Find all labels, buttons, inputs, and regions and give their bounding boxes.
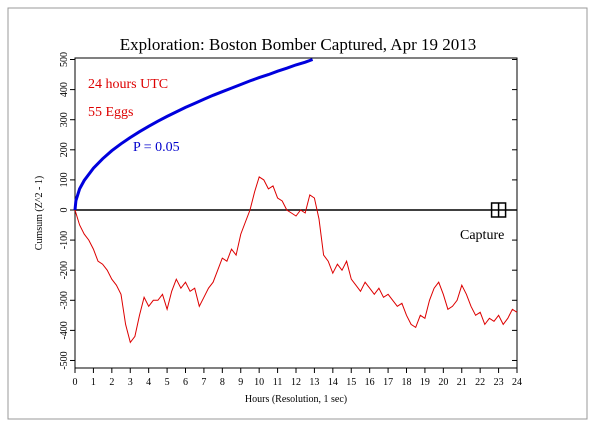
x-tick-label: 7 — [201, 377, 206, 388]
y-tick-label: -300 — [59, 291, 70, 309]
x-tick-label: 3 — [128, 377, 133, 388]
y-axis-label: Cumsum (Z^2 - 1) — [34, 176, 45, 250]
y-tick-label: 0 — [59, 207, 70, 212]
x-tick-label: 19 — [420, 377, 430, 388]
x-tick-label: 20 — [438, 377, 448, 388]
plot-area — [74, 57, 518, 369]
x-tick-label: 9 — [238, 377, 243, 388]
series-line — [74, 176, 518, 344]
y-tick-label: -400 — [59, 321, 70, 339]
x-tick-label: 14 — [328, 377, 338, 388]
y-tick-label: -100 — [59, 231, 70, 249]
y-tick-label: -200 — [59, 261, 70, 279]
x-tick-label: 10 — [254, 377, 264, 388]
series-line — [73, 58, 314, 211]
y-tick-label: 200 — [59, 142, 70, 157]
x-tick-label: 23 — [494, 377, 504, 388]
annotation: 55 Eggs — [88, 105, 134, 120]
x-tick-label: 1 — [91, 377, 96, 388]
y-tick-label: 300 — [59, 112, 70, 127]
x-tick-label: 16 — [365, 377, 375, 388]
y-tick-label: 100 — [59, 172, 70, 187]
x-tick-label: 12 — [291, 377, 301, 388]
chart-title: Exploration: Boston Bomber Captured, Apr… — [120, 35, 477, 54]
x-tick-label: 22 — [475, 377, 485, 388]
x-tick-label: 5 — [165, 377, 170, 388]
x-tick-label: 6 — [183, 377, 188, 388]
y-tick-label: 400 — [59, 82, 70, 97]
annotation: P = 0.05 — [133, 140, 180, 155]
x-tick-label: 11 — [273, 377, 283, 388]
x-tick-label: 24 — [512, 377, 522, 388]
y-tick-label: -500 — [59, 351, 70, 369]
annotation: Capture — [460, 228, 504, 243]
x-axis-label: Hours (Resolution, 1 sec) — [245, 394, 347, 405]
y-tick-label: 500 — [59, 52, 70, 67]
x-tick-label: 21 — [457, 377, 467, 388]
x-tick-label: 15 — [346, 377, 356, 388]
x-tick-label: 13 — [309, 377, 319, 388]
annotation: 24 hours UTC — [88, 77, 168, 92]
x-tick-label: 17 — [383, 377, 393, 388]
x-tick-label: 4 — [146, 377, 151, 388]
x-tick-label: 0 — [73, 377, 78, 388]
x-tick-label: 18 — [402, 377, 412, 388]
x-tick-label: 2 — [109, 377, 114, 388]
x-tick-label: 8 — [220, 377, 225, 388]
